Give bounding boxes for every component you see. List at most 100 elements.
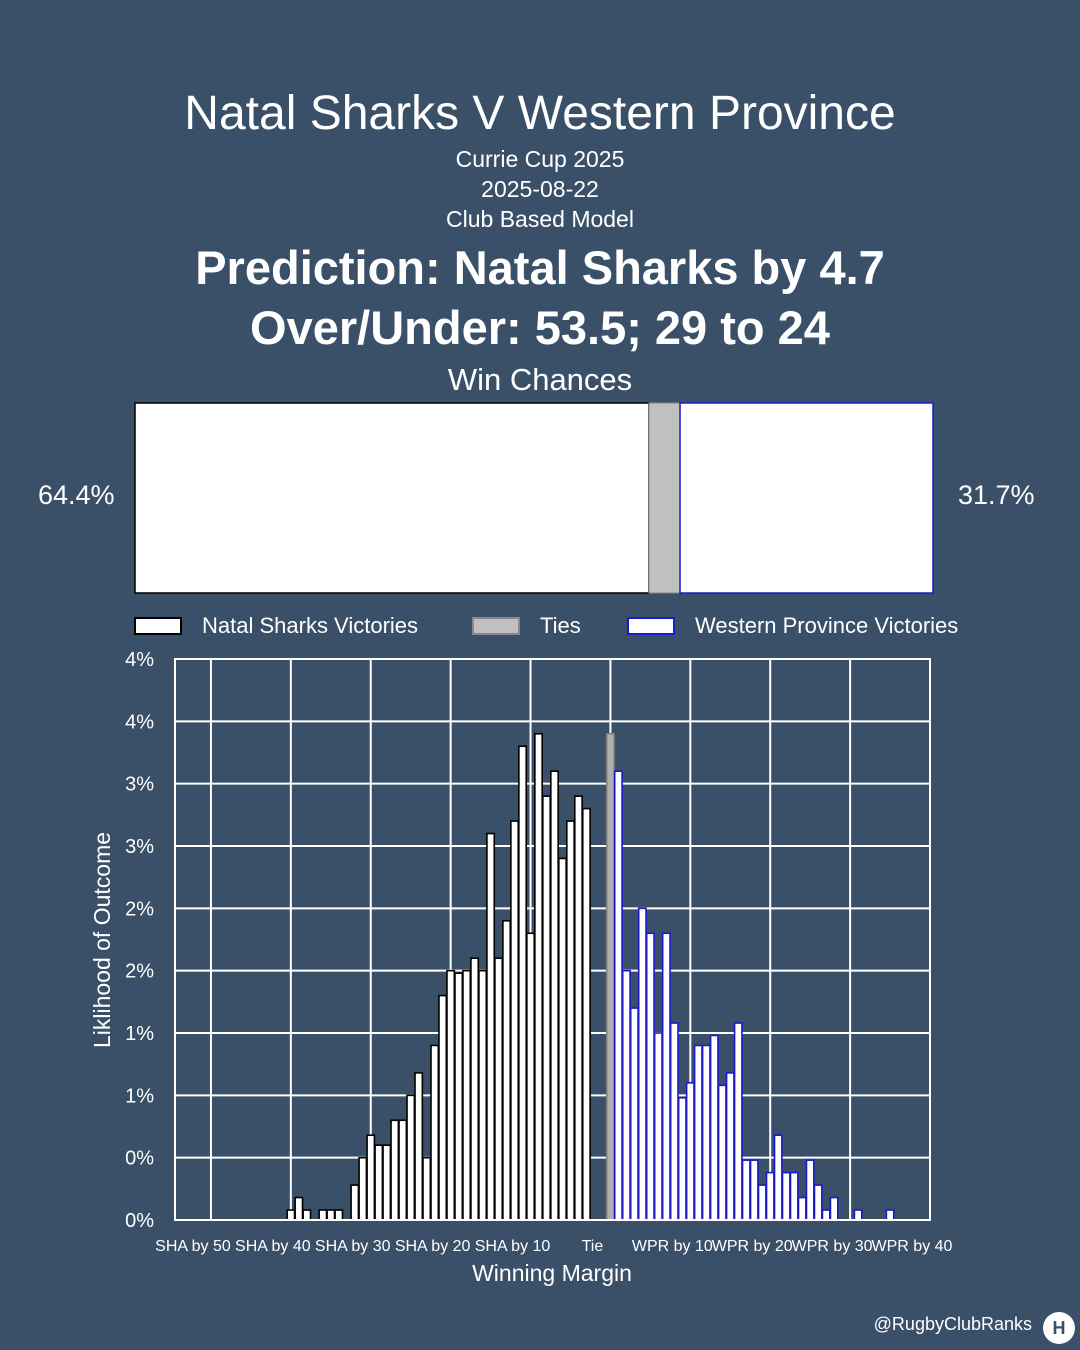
home-bar [414, 1072, 424, 1221]
home-bar [510, 820, 520, 1221]
legend-tie: Ties [472, 612, 581, 640]
logo-icon: H [1043, 1312, 1075, 1344]
away-bar [789, 1171, 799, 1221]
tie-bar [605, 733, 615, 1221]
away-bar [709, 1034, 719, 1221]
away-bar [685, 1082, 695, 1221]
y-tick-label: 1% [125, 1023, 154, 1045]
home-bar [494, 957, 504, 1221]
home-bar [446, 969, 456, 1221]
home-bar [382, 1144, 392, 1221]
home-win-percent: 64.4% [38, 480, 115, 510]
y-tick-label: 4% [125, 649, 154, 671]
home-bar [294, 1196, 304, 1221]
y-axis-label: Liklihood of Outcome [89, 832, 115, 1048]
away-win-percent: 31.7% [958, 480, 1035, 510]
home-bar [550, 770, 559, 1221]
y-tick-label: 4% [125, 711, 154, 733]
y-tick-label: 2% [125, 961, 154, 983]
match-date: 2025-08-22 [481, 176, 599, 202]
home-bar [358, 1156, 368, 1221]
away-bar [629, 1007, 639, 1221]
away-bar [701, 1044, 711, 1221]
home-bar [566, 820, 575, 1221]
legend-away-label: Western Province Victories [695, 613, 959, 638]
credit-handle: @RugbyClubRanks [873, 1314, 1032, 1334]
away-bar [813, 1184, 823, 1221]
x-tick-label: WPR by 20 [712, 1238, 793, 1255]
away-bar [805, 1159, 815, 1221]
away-bar [773, 1134, 783, 1221]
win-chances-tie-segment [648, 402, 681, 594]
away-bar [669, 1022, 679, 1221]
away-bar [757, 1184, 767, 1221]
away-bar [645, 932, 655, 1221]
margin-histogram: 0%0%1%1%2%2%3%3%4%4% SHA by 50 SHA by 40 S… [89, 649, 953, 1286]
home-bar [486, 832, 496, 1221]
y-tick-label: 0% [125, 1148, 154, 1170]
home-bar [438, 994, 448, 1221]
y-tick-label: 0% [125, 1210, 154, 1232]
x-tick-label: WPR by 10 [632, 1238, 713, 1255]
win-chances-home-segment [134, 402, 650, 594]
home-bar [558, 857, 567, 1221]
home-bar [302, 1209, 312, 1221]
legend-away: Western Province Victories [627, 612, 958, 640]
home-bar [406, 1094, 416, 1221]
home-bar [478, 969, 488, 1221]
x-tick-label: Tie [582, 1238, 604, 1255]
home-bar [534, 733, 543, 1221]
legend-away-swatch [627, 617, 675, 635]
y-tick-label: 3% [125, 774, 154, 796]
away-bar [741, 1159, 751, 1221]
away-bar [821, 1209, 831, 1221]
home-bar [334, 1209, 344, 1221]
competition-label: Currie Cup 2025 [455, 146, 625, 172]
away-bar [781, 1171, 791, 1221]
home-bar [502, 919, 512, 1221]
away-bar [797, 1196, 807, 1221]
legend-home-swatch [134, 617, 182, 635]
home-bar [518, 745, 528, 1221]
y-tick-label: 2% [125, 898, 154, 920]
away-bar [853, 1209, 863, 1221]
away-bar [885, 1209, 895, 1221]
away-bar [765, 1171, 775, 1221]
home-bar [326, 1209, 336, 1221]
home-bar [470, 957, 480, 1221]
home-bar [286, 1209, 296, 1221]
x-tick-label: SHA by 50 [155, 1238, 231, 1255]
away-bar [653, 1032, 663, 1221]
home-bar [398, 1119, 408, 1221]
win-chances-bar [134, 402, 934, 594]
away-bar [829, 1196, 839, 1221]
away-bar [717, 1084, 727, 1221]
legend-tie-swatch [472, 617, 520, 635]
y-tick-label: 1% [125, 1085, 154, 1107]
legend-home-label: Natal Sharks Victories [202, 613, 419, 638]
x-tick-label: SHA by 30 [315, 1238, 391, 1255]
win-chances-away-segment [679, 402, 934, 594]
away-bar [637, 907, 647, 1221]
win-chances-title: Win Chances [447, 362, 633, 397]
y-tick-label: 3% [125, 836, 154, 858]
home-bar [454, 972, 464, 1221]
home-bar [350, 1184, 360, 1221]
x-tick-label: SHA by 10 [475, 1238, 551, 1255]
away-bar [613, 770, 623, 1221]
home-bar [390, 1119, 400, 1221]
home-bar [462, 969, 472, 1221]
plot-frame [174, 658, 931, 1221]
away-bar [725, 1072, 735, 1221]
home-bar [366, 1134, 376, 1221]
away-bar [677, 1097, 687, 1221]
over-under-text: Over/Under: 53.5; 29 to 24 [250, 301, 830, 354]
legend-tie-label: Ties [540, 613, 581, 638]
home-bar [318, 1209, 328, 1221]
away-bar [661, 932, 671, 1221]
away-bar [693, 1044, 703, 1221]
home-bar [526, 932, 536, 1221]
page-title: Natal Sharks V Western Province [184, 87, 896, 140]
away-bar [733, 1022, 743, 1221]
model-label: Club Based Model [446, 206, 634, 232]
